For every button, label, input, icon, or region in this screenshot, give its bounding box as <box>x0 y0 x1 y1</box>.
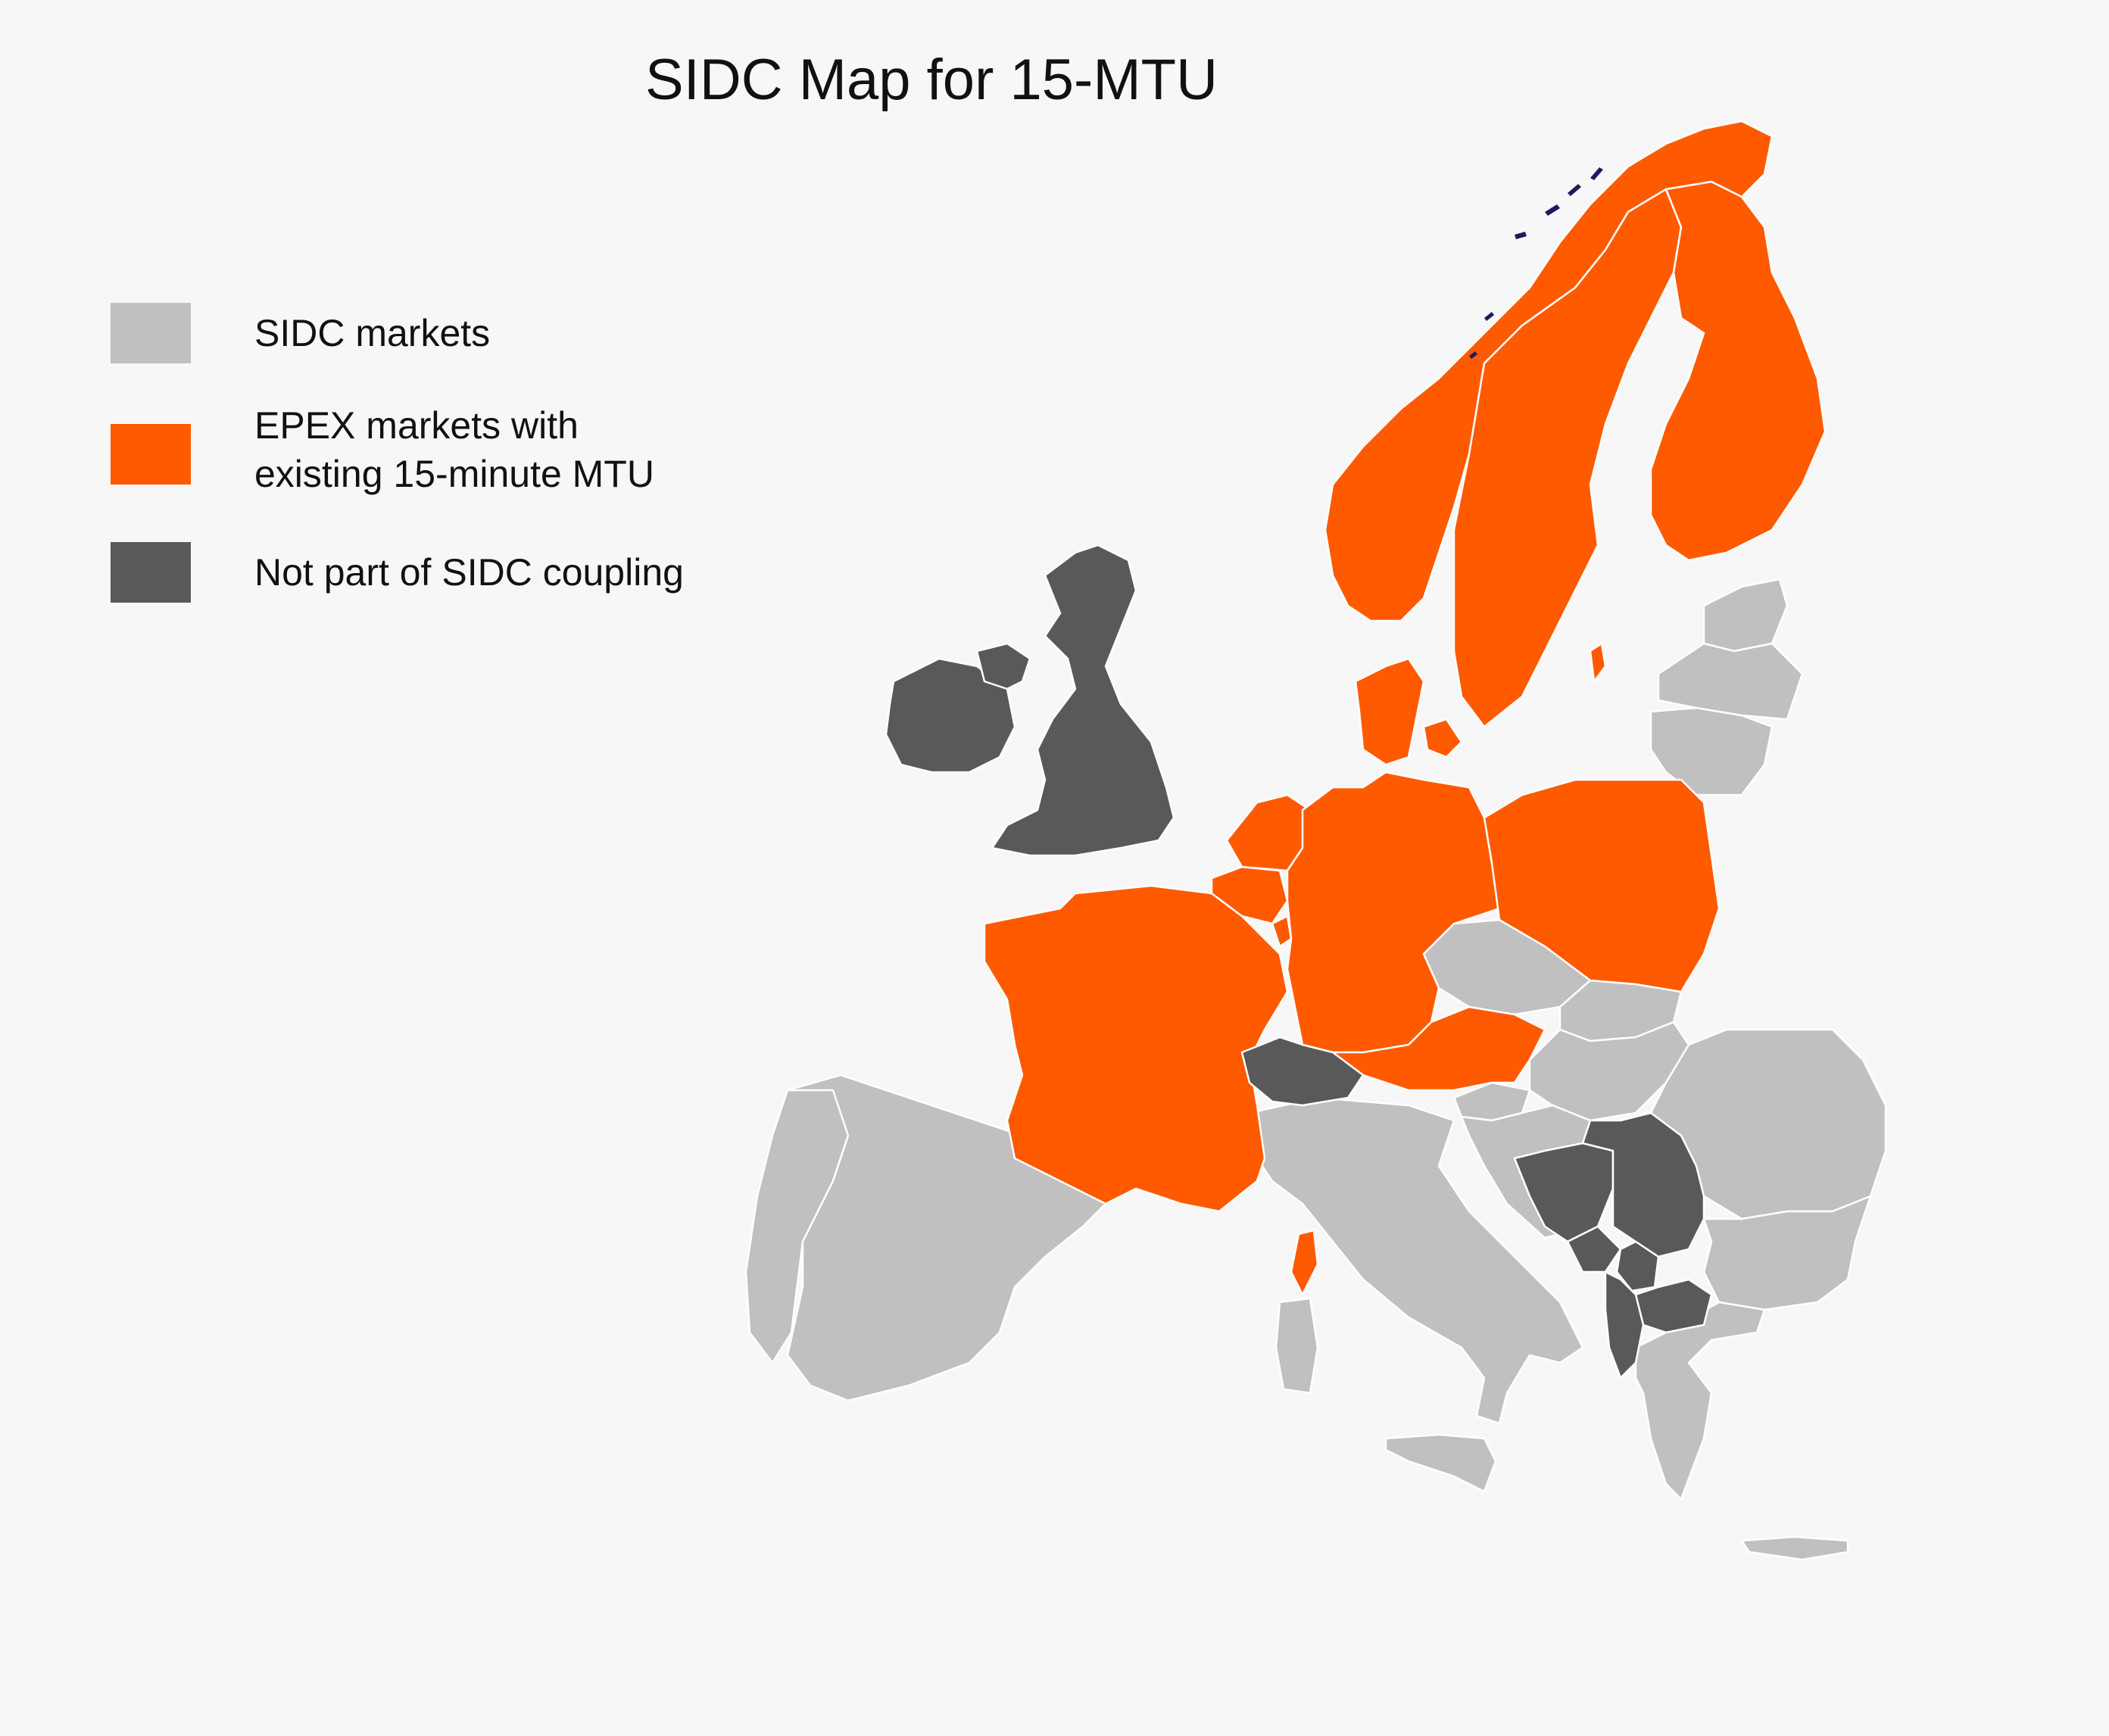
region-sardinia <box>1274 1297 1319 1395</box>
region-sweden <box>1452 188 1683 728</box>
region-ireland <box>884 657 1016 774</box>
island-mark <box>1590 167 1603 180</box>
region-crete <box>1740 1535 1849 1561</box>
region-italy <box>1248 1096 1584 1425</box>
region-kosovo <box>1615 1240 1660 1292</box>
island-mark <box>1568 184 1581 196</box>
region-finland <box>1649 180 1827 562</box>
region-sicily <box>1384 1433 1497 1493</box>
island-mark <box>1484 312 1494 321</box>
island-mark <box>1515 232 1527 239</box>
region-denmark <box>1354 657 1425 766</box>
region-switzerland <box>1240 1036 1365 1107</box>
region-denmark-zealand <box>1422 718 1463 759</box>
region-great-britain <box>991 544 1175 857</box>
region-albania <box>1604 1270 1645 1379</box>
legend-label-epex-15min: EPEX markets with existing 15-minute MTU <box>254 404 654 495</box>
region-austria <box>1331 1005 1546 1092</box>
region-norway <box>1324 120 1774 622</box>
region-corsica <box>1290 1229 1319 1296</box>
region-latvia <box>1657 642 1804 721</box>
map-title: SIDC Map for 15-MTU <box>645 48 1218 112</box>
legend-swatch-epex-15min <box>111 424 191 485</box>
legend-label-sidc-markets: SIDC markets <box>254 312 491 354</box>
region-bulgaria <box>1702 1195 1872 1311</box>
region-bosnia-and-herzegovina <box>1513 1142 1615 1243</box>
legend-swatch-sidc-markets <box>111 303 191 363</box>
region-france <box>983 884 1289 1213</box>
region-gotland <box>1589 642 1607 683</box>
region-lithuania <box>1649 706 1774 796</box>
coastal-island-marks <box>1469 167 1603 359</box>
region-greece <box>1634 1301 1766 1501</box>
island-mark <box>1545 204 1560 216</box>
island-mark <box>1469 351 1477 359</box>
region-montenegro <box>1566 1225 1622 1273</box>
legend-label-not-sidc: Not part of SIDC coupling <box>254 551 684 594</box>
region-estonia <box>1702 578 1789 653</box>
region-north-macedonia <box>1634 1278 1713 1334</box>
region-northern-ireland <box>975 642 1031 690</box>
legend-swatch-not-sidc <box>111 542 191 603</box>
region-germany <box>1286 771 1501 1054</box>
region-poland <box>1483 778 1721 993</box>
region-serbia <box>1581 1111 1705 1258</box>
